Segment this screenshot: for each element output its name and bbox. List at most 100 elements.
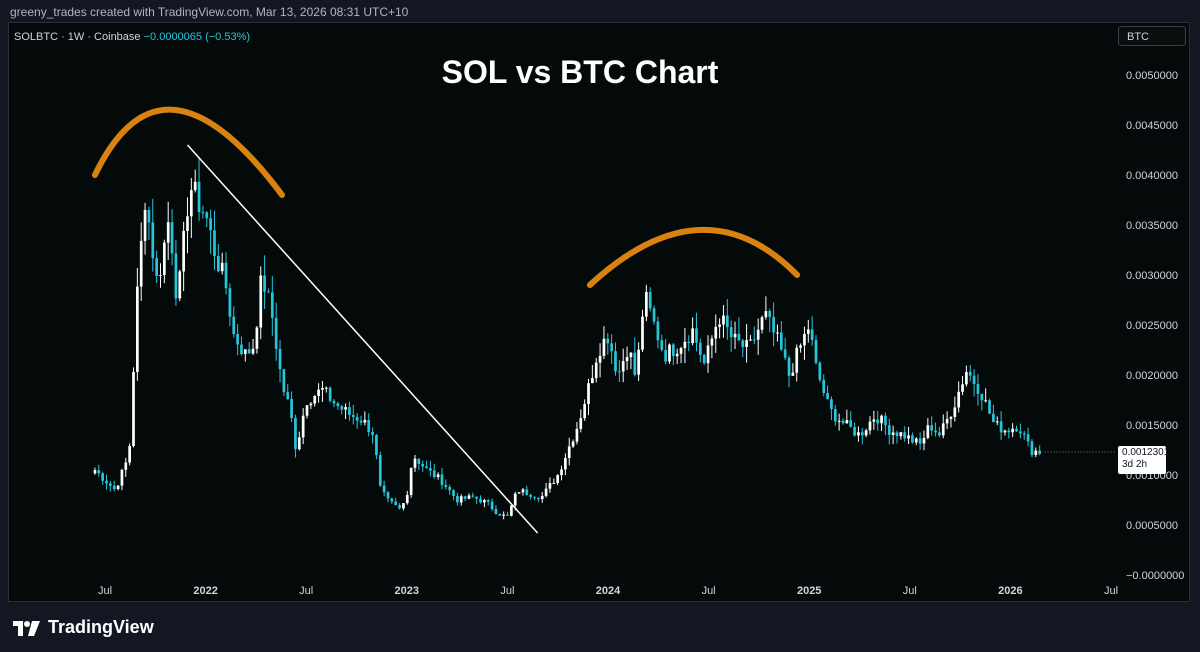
candle-up — [907, 435, 910, 439]
candle-up — [540, 495, 544, 500]
candle-down — [1007, 430, 1011, 433]
candle-up — [1034, 450, 1038, 455]
candle-down — [810, 329, 814, 340]
candle-down — [525, 489, 529, 495]
candle-down — [452, 490, 455, 496]
candle-up — [120, 469, 124, 486]
currency-button[interactable]: BTC — [1118, 26, 1186, 46]
candle-up — [1011, 428, 1015, 433]
candle-up — [795, 347, 799, 373]
candle-down — [992, 413, 995, 423]
candle-up — [571, 441, 575, 447]
candle-up — [806, 329, 810, 334]
candle-down — [444, 484, 448, 488]
candle-up — [880, 415, 883, 424]
candle-up — [517, 492, 521, 494]
candle-up — [984, 400, 988, 402]
candle-up — [193, 181, 197, 191]
candle-down — [895, 432, 899, 437]
candle-down — [671, 344, 675, 357]
candle-up — [544, 488, 548, 496]
x-tick-label: Jul — [702, 585, 716, 597]
rounded-top-arc-annotation[interactable] — [586, 226, 801, 288]
candle-down — [382, 485, 386, 493]
candle-down — [201, 212, 205, 214]
candle-down — [486, 500, 490, 502]
candle-up — [941, 423, 945, 436]
downtrend-line-annotation[interactable] — [186, 144, 539, 534]
symbol-name: SOLBTC · 1W · Coinbase — [14, 31, 141, 43]
candle-up — [872, 419, 876, 422]
candle-up — [301, 415, 305, 438]
candle-up — [162, 242, 166, 276]
candle-up — [575, 428, 579, 442]
candle-up — [799, 345, 802, 348]
tradingview-logo-icon — [13, 620, 40, 636]
candle-up — [679, 348, 683, 354]
candle-up — [513, 493, 517, 506]
candle-down — [1038, 450, 1042, 454]
candle-up — [405, 495, 409, 504]
candle-down — [425, 466, 428, 469]
candle-up — [467, 495, 471, 499]
candle-down — [833, 409, 837, 422]
candle-down — [698, 342, 702, 355]
y-tick-label: 0.0035000 — [1126, 220, 1178, 232]
x-tick-label: Jul — [500, 585, 514, 597]
tradingview-brand[interactable]: TradingView — [12, 617, 154, 638]
candle-up — [436, 474, 440, 478]
candle-up — [995, 421, 999, 423]
x-tick-label: Jul — [98, 585, 112, 597]
candle-up — [756, 329, 760, 340]
brand-name: TradingView — [48, 617, 154, 637]
candle-down — [972, 375, 976, 384]
candle-up — [961, 384, 964, 392]
candle-down — [656, 321, 660, 341]
candle-up — [749, 339, 752, 341]
y-tick-label: 0.0015000 — [1126, 420, 1178, 432]
candle-down — [884, 415, 887, 426]
candle-up — [945, 418, 949, 424]
candle-down — [348, 407, 351, 415]
candle-down — [440, 474, 444, 485]
candle-down — [247, 349, 251, 354]
y-tick-label: 0.0045000 — [1126, 120, 1178, 132]
candle-down — [999, 421, 1003, 433]
candle-up — [706, 345, 710, 364]
candle-down — [398, 505, 401, 509]
candle-down — [213, 230, 216, 256]
candle-up — [309, 403, 313, 406]
symbol-info: SOLBTC · 1W · Coinbase −0.0000065 (−0.53… — [14, 31, 250, 43]
candle-up — [459, 496, 463, 503]
y-tick-label: 0.0030000 — [1126, 270, 1178, 282]
candle-up — [510, 505, 513, 516]
candle-up — [722, 315, 725, 325]
y-tick-label: 0.0050000 — [1126, 70, 1178, 82]
candle-up — [922, 437, 926, 444]
candle-down — [267, 291, 270, 293]
candle-up — [93, 470, 97, 474]
candle-down — [633, 352, 637, 375]
rounded-top-arc-annotation[interactable] — [91, 106, 286, 198]
candle-down — [294, 417, 297, 450]
candle-down — [783, 349, 787, 358]
candle-down — [903, 432, 907, 439]
candle-down — [112, 485, 116, 490]
candle-up — [718, 324, 721, 327]
candle-down — [336, 403, 340, 407]
candle-down — [1015, 428, 1018, 432]
candle-up — [189, 190, 193, 217]
candle-up — [899, 432, 903, 437]
candle-up — [483, 500, 486, 503]
candle-down — [1019, 431, 1022, 434]
candle-down — [911, 435, 914, 443]
candle-down — [695, 328, 698, 343]
candle-down — [263, 275, 266, 292]
candle-up — [139, 240, 143, 287]
candle-down — [174, 253, 178, 299]
candle-up — [760, 317, 764, 330]
candle-down — [232, 316, 236, 335]
candle-up — [949, 417, 953, 419]
candle-up — [926, 425, 930, 438]
